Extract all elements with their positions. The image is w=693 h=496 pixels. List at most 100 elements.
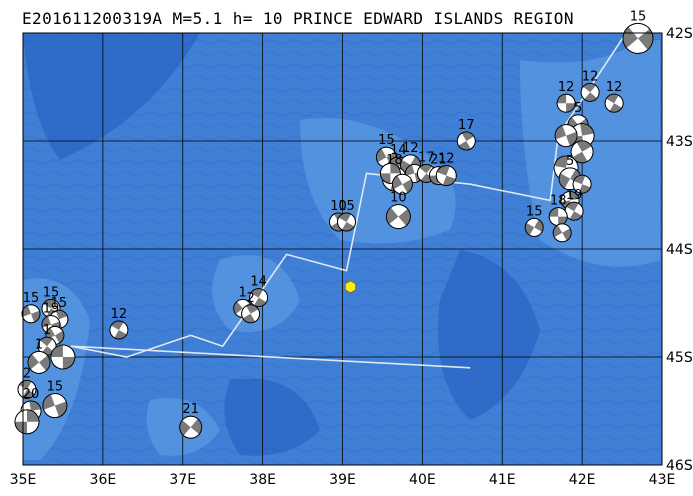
event-depth-label: 21 <box>182 402 199 417</box>
beachball-compression <box>386 207 399 225</box>
beachball-compression <box>254 297 267 307</box>
x-tick-label: 37E <box>169 472 196 488</box>
event-depth-label: 5 <box>574 101 582 116</box>
focal-mechanism-beachball <box>604 93 624 113</box>
beachball-compression <box>583 83 596 93</box>
event-depth-label: 17 <box>418 150 435 165</box>
ridge-area <box>300 118 456 244</box>
event-depth-label: 12 <box>582 69 599 84</box>
epicenter-marker <box>344 280 357 294</box>
x-tick-label: 35E <box>10 472 37 488</box>
event-depth-label: 2 <box>23 366 31 381</box>
beachball-compression <box>568 191 579 201</box>
event-depth-label: 1 <box>239 285 247 300</box>
beachball-compression <box>62 357 75 369</box>
beachball-compression <box>558 216 568 226</box>
x-tick-label: 38E <box>249 472 276 488</box>
beachball-outline <box>17 379 37 399</box>
event-depth-label: 20 <box>23 387 40 402</box>
beachball-compression <box>559 173 571 189</box>
beachball-outline <box>580 82 600 102</box>
beachball-outline <box>456 131 476 151</box>
event-depth-label: 15 <box>47 380 64 395</box>
event-depth-label: 15 <box>630 9 647 24</box>
beachball-compression <box>342 222 355 231</box>
event-depth-label: 15 <box>23 291 40 306</box>
focal-mechanism-beachball <box>552 223 572 243</box>
event-depth-label: 15 <box>378 133 395 148</box>
beachball-compression <box>623 26 638 49</box>
focal-mechanism-beachball <box>556 93 576 113</box>
event-depth-label: 12 <box>402 141 419 156</box>
event-depth-label: 1 <box>35 337 43 352</box>
beachball-outline <box>14 409 40 435</box>
x-tick-label: 36E <box>90 472 117 488</box>
beachball-compression <box>553 225 563 238</box>
beachball-compression <box>584 92 597 102</box>
beachball-outline <box>385 204 411 230</box>
y-tick-label: 43S <box>666 134 693 150</box>
focal-mechanism-beachball <box>391 173 413 195</box>
map-border <box>22 32 663 466</box>
beachball-compression <box>27 409 39 422</box>
beachball-compression <box>566 202 579 212</box>
event-depth-label: 2 <box>246 291 254 306</box>
beachball-compression <box>380 173 391 184</box>
beachball-outline <box>21 304 41 324</box>
event-depth-label: 12 <box>111 307 128 322</box>
beachball-compression <box>40 337 53 347</box>
beachball-compression <box>43 299 56 309</box>
beachball-outline <box>109 320 129 340</box>
beachball-compression <box>392 175 403 190</box>
beachball-outline <box>337 212 356 232</box>
beachball-outline <box>524 217 544 237</box>
beachball-compression <box>54 330 64 344</box>
focal-mechanism-beachball <box>572 174 592 194</box>
beachball-compression <box>39 355 51 371</box>
beachball-compression <box>22 389 35 399</box>
beachball-compression <box>461 132 475 141</box>
x-tick-label: 40E <box>409 472 436 488</box>
y-tick-label: 45S <box>666 350 693 366</box>
focal-mechanism-beachball <box>524 217 544 237</box>
focal-mechanism-beachball <box>42 393 68 419</box>
magnitude: M=5.1 <box>172 9 223 28</box>
beachball-compression <box>534 219 544 232</box>
beachball-compression <box>390 163 401 174</box>
beachball-compression <box>114 330 127 339</box>
y-tick-label: 46S <box>666 458 693 474</box>
beachball-compression <box>458 141 471 150</box>
event-depth-label: 12 <box>558 80 575 95</box>
beachball-compression <box>19 380 32 390</box>
event-depth-label: 10 <box>330 199 347 214</box>
focal-mechanism-beachball <box>21 304 41 324</box>
beachball-outline <box>50 344 76 370</box>
x-tick-label: 42E <box>569 472 596 488</box>
event-depth-label: 12 <box>438 152 455 167</box>
event-depth-label: 15 <box>338 199 355 214</box>
beachball-outline <box>391 173 413 195</box>
event-id: E201611200319A <box>22 9 163 28</box>
beachball-compression <box>572 151 588 163</box>
beachball-outline <box>554 124 578 148</box>
beachball-compression <box>580 123 594 136</box>
event-depth-label: 15 <box>526 204 543 219</box>
depth: h= 10 <box>232 9 283 28</box>
event-depth-label: 21 <box>430 153 447 168</box>
deep-area <box>438 250 540 420</box>
beachball-compression <box>606 94 619 104</box>
event-depth-label: 5 <box>566 154 574 169</box>
event-depth-label: 18 <box>550 194 567 209</box>
event-depth-label: 19 <box>566 188 583 203</box>
focal-mechanism-beachball <box>564 201 584 221</box>
beachball-compression <box>190 418 202 435</box>
beachball-compression <box>525 222 535 236</box>
beachball-compression <box>111 321 124 330</box>
event-depth-label: 14 <box>390 143 407 158</box>
focal-mechanism-beachball <box>337 212 356 232</box>
beachball-compression <box>576 140 592 152</box>
beachball-compression <box>549 207 559 217</box>
beachball-outline <box>572 174 592 194</box>
